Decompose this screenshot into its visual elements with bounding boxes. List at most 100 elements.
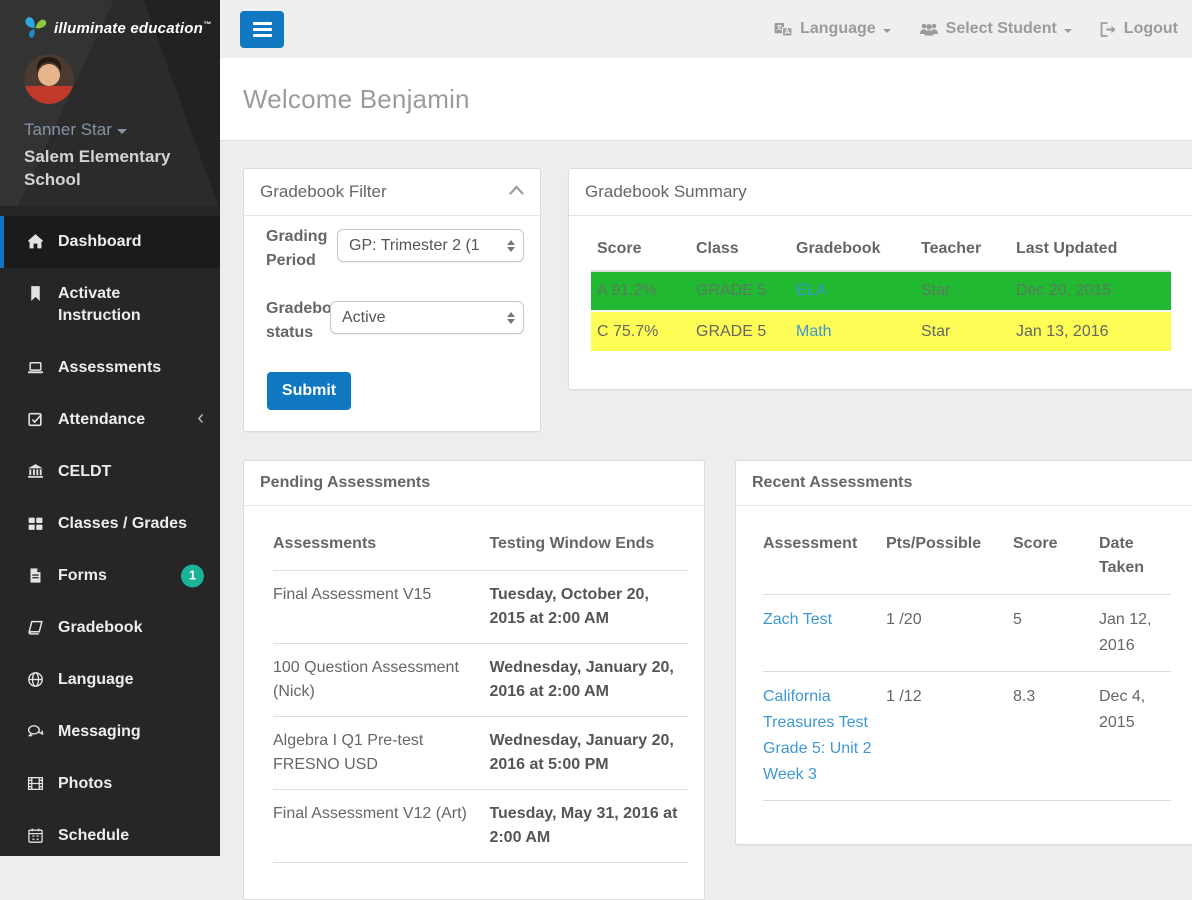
grading-period-select[interactable]: GP: Trimester 2 (1 <box>337 229 524 262</box>
grading-period-label: Grading Period <box>266 228 328 269</box>
sidebar-item-label: Assessments <box>58 358 162 376</box>
sidebar-item-forms[interactable]: Forms 1 <box>0 550 220 602</box>
gradebook-status-select[interactable]: Active <box>330 301 524 334</box>
assessment-link[interactable]: California Treasures Test Grade 5: Unit … <box>763 688 872 783</box>
sidebar-item-label: Forms <box>58 566 107 584</box>
gradebook-status-label: Gradebook status <box>266 300 351 341</box>
sidebar-item-language[interactable]: Language <box>0 654 220 706</box>
column-header-date-taken: Date Taken <box>1099 518 1171 595</box>
sidebar-item-messaging[interactable]: Messaging <box>0 706 220 758</box>
bank-icon <box>27 463 44 480</box>
recent-assessments-panel: Recent Assessments Assessment Pts/Possib… <box>735 460 1192 845</box>
gradebook-summary-header: Gradebook Summary <box>569 169 1192 216</box>
select-student-dropdown[interactable]: Select Student <box>919 20 1072 38</box>
window-ends-cell: Wednesday, January 20, 2016 at 2:00 AM <box>489 643 688 717</box>
welcome-band: Welcome Benjamin <box>220 58 1192 141</box>
sidebar-header: illuminate education™ Tanner Star Salem … <box>0 0 220 206</box>
chevron-left-icon[interactable]: ‹ <box>197 407 204 430</box>
score-cell: C 75.7% <box>597 322 659 340</box>
gradebook-link[interactable]: ELA <box>796 282 827 299</box>
sidebar-item-gradebook[interactable]: Gradebook <box>0 602 220 654</box>
topbar-actions: Language Select Student Logout <box>774 0 1178 58</box>
table-row: Final Assessment V12 (Art) Tuesday, May … <box>273 789 688 863</box>
page-title: Welcome Benjamin <box>243 83 470 114</box>
caret-down-icon <box>882 28 891 33</box>
column-header-score: Score <box>591 232 696 272</box>
last-updated-cell: Jan 13, 2016 <box>1016 322 1109 340</box>
table-row: California Treasures Test Grade 5: Unit … <box>763 671 1171 801</box>
score-cell: 8.3 <box>1013 671 1099 801</box>
sidebar-item-activate-instruction[interactable]: Activate Instruction <box>0 268 220 342</box>
sidebar-item-attendance[interactable]: Attendance ‹ <box>0 394 220 446</box>
pending-assessments-title: Pending Assessments <box>260 474 431 491</box>
home-icon <box>27 233 44 250</box>
gradebook-summary-panel: Gradebook Summary Score Class Gradebook … <box>568 168 1192 390</box>
sidebar-item-classes-grades[interactable]: Classes / Grades <box>0 498 220 550</box>
logout-button[interactable]: Logout <box>1100 20 1178 38</box>
assessment-link[interactable]: Zach Test <box>763 611 833 628</box>
sidebar-item-label: Dashboard <box>58 232 142 250</box>
assessment-cell: Final Assessment V12 (Art) <box>273 789 490 863</box>
score-cell: A 91.2% <box>597 282 657 299</box>
date-taken-cell: Dec 4, 2015 <box>1099 671 1171 801</box>
chat-icon <box>27 723 44 740</box>
table-row: Final Assessment V15 Tuesday, October 20… <box>273 570 688 644</box>
submit-button[interactable]: Submit <box>267 372 351 410</box>
table-row: Algebra I Q1 Pre-test FRESNO USD Wednesd… <box>273 716 688 790</box>
main-content: Gradebook Filter Grading Period GP: Trim… <box>220 141 1192 900</box>
recent-assessments-title: Recent Assessments <box>752 474 913 491</box>
student-avatar[interactable] <box>24 54 74 104</box>
column-header-testing-window: Testing Window Ends <box>489 518 688 571</box>
caret-down-icon <box>116 128 127 134</box>
select-student-label: Select Student <box>945 20 1057 37</box>
language-dropdown[interactable]: Language <box>774 20 891 38</box>
menu-toggle-button[interactable] <box>240 11 284 48</box>
sidebar-item-schedule[interactable]: Schedule <box>0 810 220 862</box>
sidebar-item-label: Messaging <box>58 722 141 740</box>
sidebar-item-photos[interactable]: Photos <box>0 758 220 810</box>
student-name-dropdown[interactable]: Tanner Star <box>24 120 220 140</box>
users-icon <box>919 22 939 37</box>
film-icon <box>27 775 44 792</box>
column-header-teacher: Teacher <box>921 232 1016 272</box>
calendar-icon <box>27 827 44 844</box>
book-icon <box>27 619 44 636</box>
pts-possible-cell: 1 /20 <box>886 594 1013 672</box>
globe-icon <box>27 671 44 688</box>
sidebar-item-label: CELDT <box>58 462 112 480</box>
butterfly-logo-icon <box>22 16 48 40</box>
assessment-cell: 100 Question Assessment (Nick) <box>273 643 490 717</box>
column-header-class: Class <box>696 232 796 272</box>
topbar: Language Select Student Logout <box>220 0 1192 58</box>
sidebar-item-dashboard[interactable]: Dashboard <box>0 215 220 268</box>
laptop-icon <box>27 359 44 376</box>
trademark: ™ <box>203 19 212 29</box>
select-arrows-icon <box>507 311 515 324</box>
assessment-cell: Final Assessment V15 <box>273 570 490 644</box>
gradebook-filter-header: Gradebook Filter <box>244 169 540 216</box>
gradebook-link[interactable]: Math <box>796 322 832 340</box>
student-name: Tanner Star <box>24 120 112 139</box>
column-header-assessment: Assessment <box>763 518 886 595</box>
sidebar-item-assessments[interactable]: Assessments <box>0 342 220 394</box>
forms-count-badge: 1 <box>181 564 204 588</box>
caret-down-icon <box>1063 28 1072 33</box>
class-cell: GRADE 5 <box>696 322 767 340</box>
language-label: Language <box>800 20 876 37</box>
recent-assessments-table: Assessment Pts/Possible Score Date Taken… <box>763 518 1171 801</box>
sign-out-icon <box>1100 21 1117 37</box>
last-updated-cell: Dec 20, 2015 <box>1016 282 1112 299</box>
column-header-pts-possible: Pts/Possible <box>886 518 1013 595</box>
chevron-up-icon[interactable] <box>509 185 524 195</box>
teacher-cell: Star <box>921 322 951 340</box>
table-row: C 75.7% GRADE 5 Math Star Jan 13, 2016 <box>591 311 1171 351</box>
select-arrows-icon <box>507 239 515 252</box>
pending-assessments-header: Pending Assessments <box>244 461 704 506</box>
sidebar: illuminate education™ Tanner Star Salem … <box>0 0 220 856</box>
column-header-assessments: Assessments <box>273 518 490 571</box>
brand[interactable]: illuminate education™ <box>0 10 220 48</box>
column-header-last-updated: Last Updated <box>1016 232 1171 272</box>
gradebook-summary-table: Score Class Gradebook Teacher Last Updat… <box>591 232 1171 351</box>
pending-assessments-panel: Pending Assessments Assessments Testing … <box>243 460 705 900</box>
sidebar-item-celdt[interactable]: CELDT <box>0 446 220 498</box>
